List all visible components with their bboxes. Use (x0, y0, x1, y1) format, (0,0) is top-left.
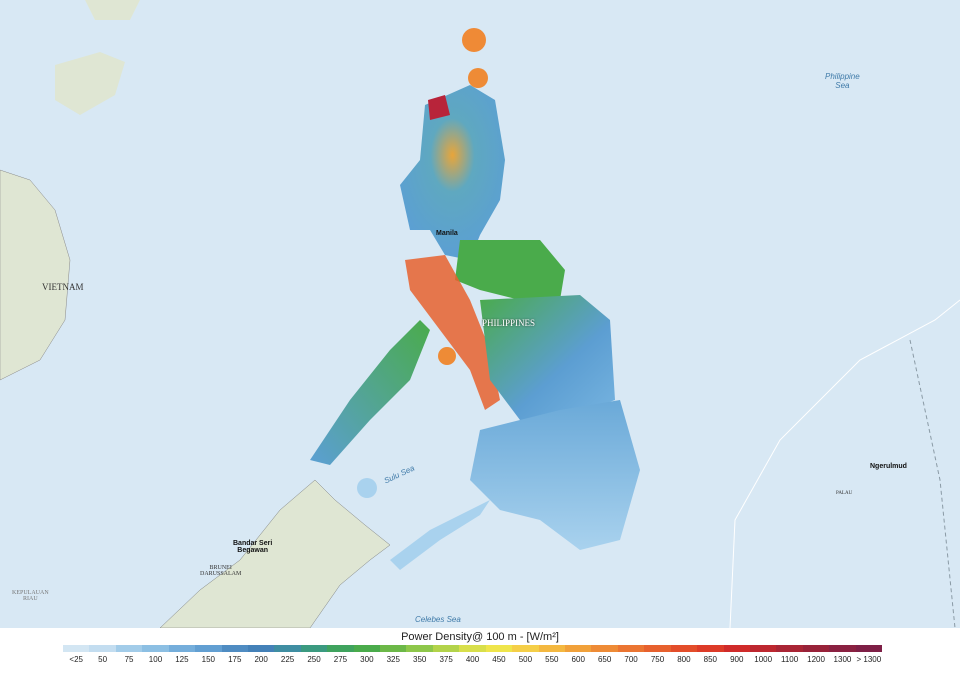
legend-label: 1200 (807, 655, 825, 664)
legend-swatch (274, 645, 301, 652)
eez-boundary (729, 299, 960, 628)
bicol-wind-area (455, 240, 565, 300)
legend-label: 100 (148, 655, 163, 664)
legend-label: 650 (597, 655, 612, 664)
legend: Power Density@ 100 m - [W/m²] <25 50 75 100… (0, 628, 960, 681)
legend-label: 250 (307, 655, 321, 664)
china-coast-land (85, 0, 140, 20)
legend-label: 1000 (754, 655, 773, 664)
legend-label: 550 (545, 655, 559, 664)
legend-swatch (353, 645, 381, 652)
legend-swatch (432, 645, 460, 652)
borneo-land (159, 479, 391, 628)
label-philippine-sea: Philippine Sea (825, 72, 860, 90)
legend-swatch (485, 645, 513, 652)
legend-label: 700 (624, 655, 638, 664)
wind-power-map[interactable] (0, 0, 960, 628)
label-vietnam: VIETNAM (42, 282, 84, 292)
batanes-wind-area (462, 28, 486, 52)
label-palau: PALAU (836, 491, 853, 496)
legend-labels: <25 50 75 100 125 150 175 200 225 250 275 300 325 350… (63, 655, 882, 664)
legend-label: 225 (280, 655, 295, 664)
legend-swatch (802, 645, 830, 652)
legend-swatch (855, 645, 883, 652)
legend-label: 1300 (833, 655, 852, 664)
legend-label: 450 (492, 655, 506, 664)
legend-label: 275 (333, 655, 348, 664)
legend-label: 600 (571, 655, 585, 664)
legend-label: 500 (518, 655, 533, 664)
legend-swatch (670, 645, 698, 652)
legend-swatch (195, 645, 222, 652)
mindanao-wind-area (470, 400, 640, 550)
legend-swatch (565, 645, 592, 652)
cagayan-islet-wind-area (357, 478, 377, 498)
legend-label: 900 (730, 655, 744, 664)
legend-label: 75 (124, 655, 134, 664)
vietnam-land (0, 169, 71, 381)
luzon-wind-area (400, 85, 505, 260)
legend-color-bar (63, 645, 883, 652)
legend-swatch (63, 645, 90, 652)
legend-label: <25 (69, 655, 83, 664)
label-bandar-seri-begawan: Bandar Seri Begawan (233, 540, 273, 554)
sulu-archipelago-wind-area (390, 500, 490, 570)
visayas-wind-area (480, 295, 615, 420)
legend-label: 375 (439, 655, 453, 664)
legend-label: 150 (201, 655, 215, 664)
legend-label: 850 (703, 655, 718, 664)
legend-swatch (406, 645, 433, 652)
legend-label: 400 (465, 655, 480, 664)
legend-swatch (512, 645, 539, 652)
legend-swatch (115, 645, 143, 652)
palawan-wind-area (310, 320, 430, 465)
legend-swatch (644, 645, 671, 652)
legend-label: 125 (175, 655, 189, 664)
legend-swatch (247, 645, 275, 652)
label-philippines: PHILIPPINES (482, 318, 536, 328)
legend-swatch (749, 645, 777, 652)
legend-swatch (327, 645, 354, 652)
legend-swatch (829, 645, 856, 652)
legend-label: > 1300 (856, 655, 882, 664)
legend-swatch (89, 645, 116, 652)
hainan-land (55, 52, 125, 115)
legend-swatch (168, 645, 196, 652)
mindoro-wind-area (405, 255, 500, 410)
tablas-wind-area (438, 347, 456, 365)
label-kepulauan-riau: KEPULAUAN RIAU (12, 590, 49, 602)
legend-label: 175 (228, 655, 242, 664)
legend-title: Power Density@ 100 m - [W/m²] (401, 631, 559, 643)
legend-label: 800 (677, 655, 691, 664)
legend-label: 325 (386, 655, 400, 664)
high-wind-hotspot (428, 95, 450, 120)
legend-swatch (776, 645, 803, 652)
legend-label: 350 (413, 655, 427, 664)
legend-label: 750 (650, 655, 665, 664)
legend-label: 1100 (781, 655, 799, 664)
label-celebes-sea: Celebes Sea (415, 615, 461, 624)
legend-swatch (300, 645, 328, 652)
label-ngerulmud: Ngerulmud (870, 463, 907, 470)
legend-swatch (617, 645, 645, 652)
legend-label: 50 (98, 655, 108, 664)
babuyan-wind-area (468, 68, 488, 88)
legend-label: 200 (254, 655, 268, 664)
legend-label: 300 (360, 655, 374, 664)
legend-swatch (697, 645, 724, 652)
label-brunei: BRUNEI DARUSSALAM (200, 565, 242, 577)
legend-swatch (723, 645, 750, 652)
legend-swatch (221, 645, 248, 652)
legend-swatch (142, 645, 169, 652)
maritime-boundary (909, 339, 956, 628)
legend-swatch (380, 645, 407, 652)
legend-swatch (591, 645, 618, 652)
legend-swatch (538, 645, 566, 652)
label-manila: Manila (436, 230, 458, 237)
legend-swatch (459, 645, 486, 652)
